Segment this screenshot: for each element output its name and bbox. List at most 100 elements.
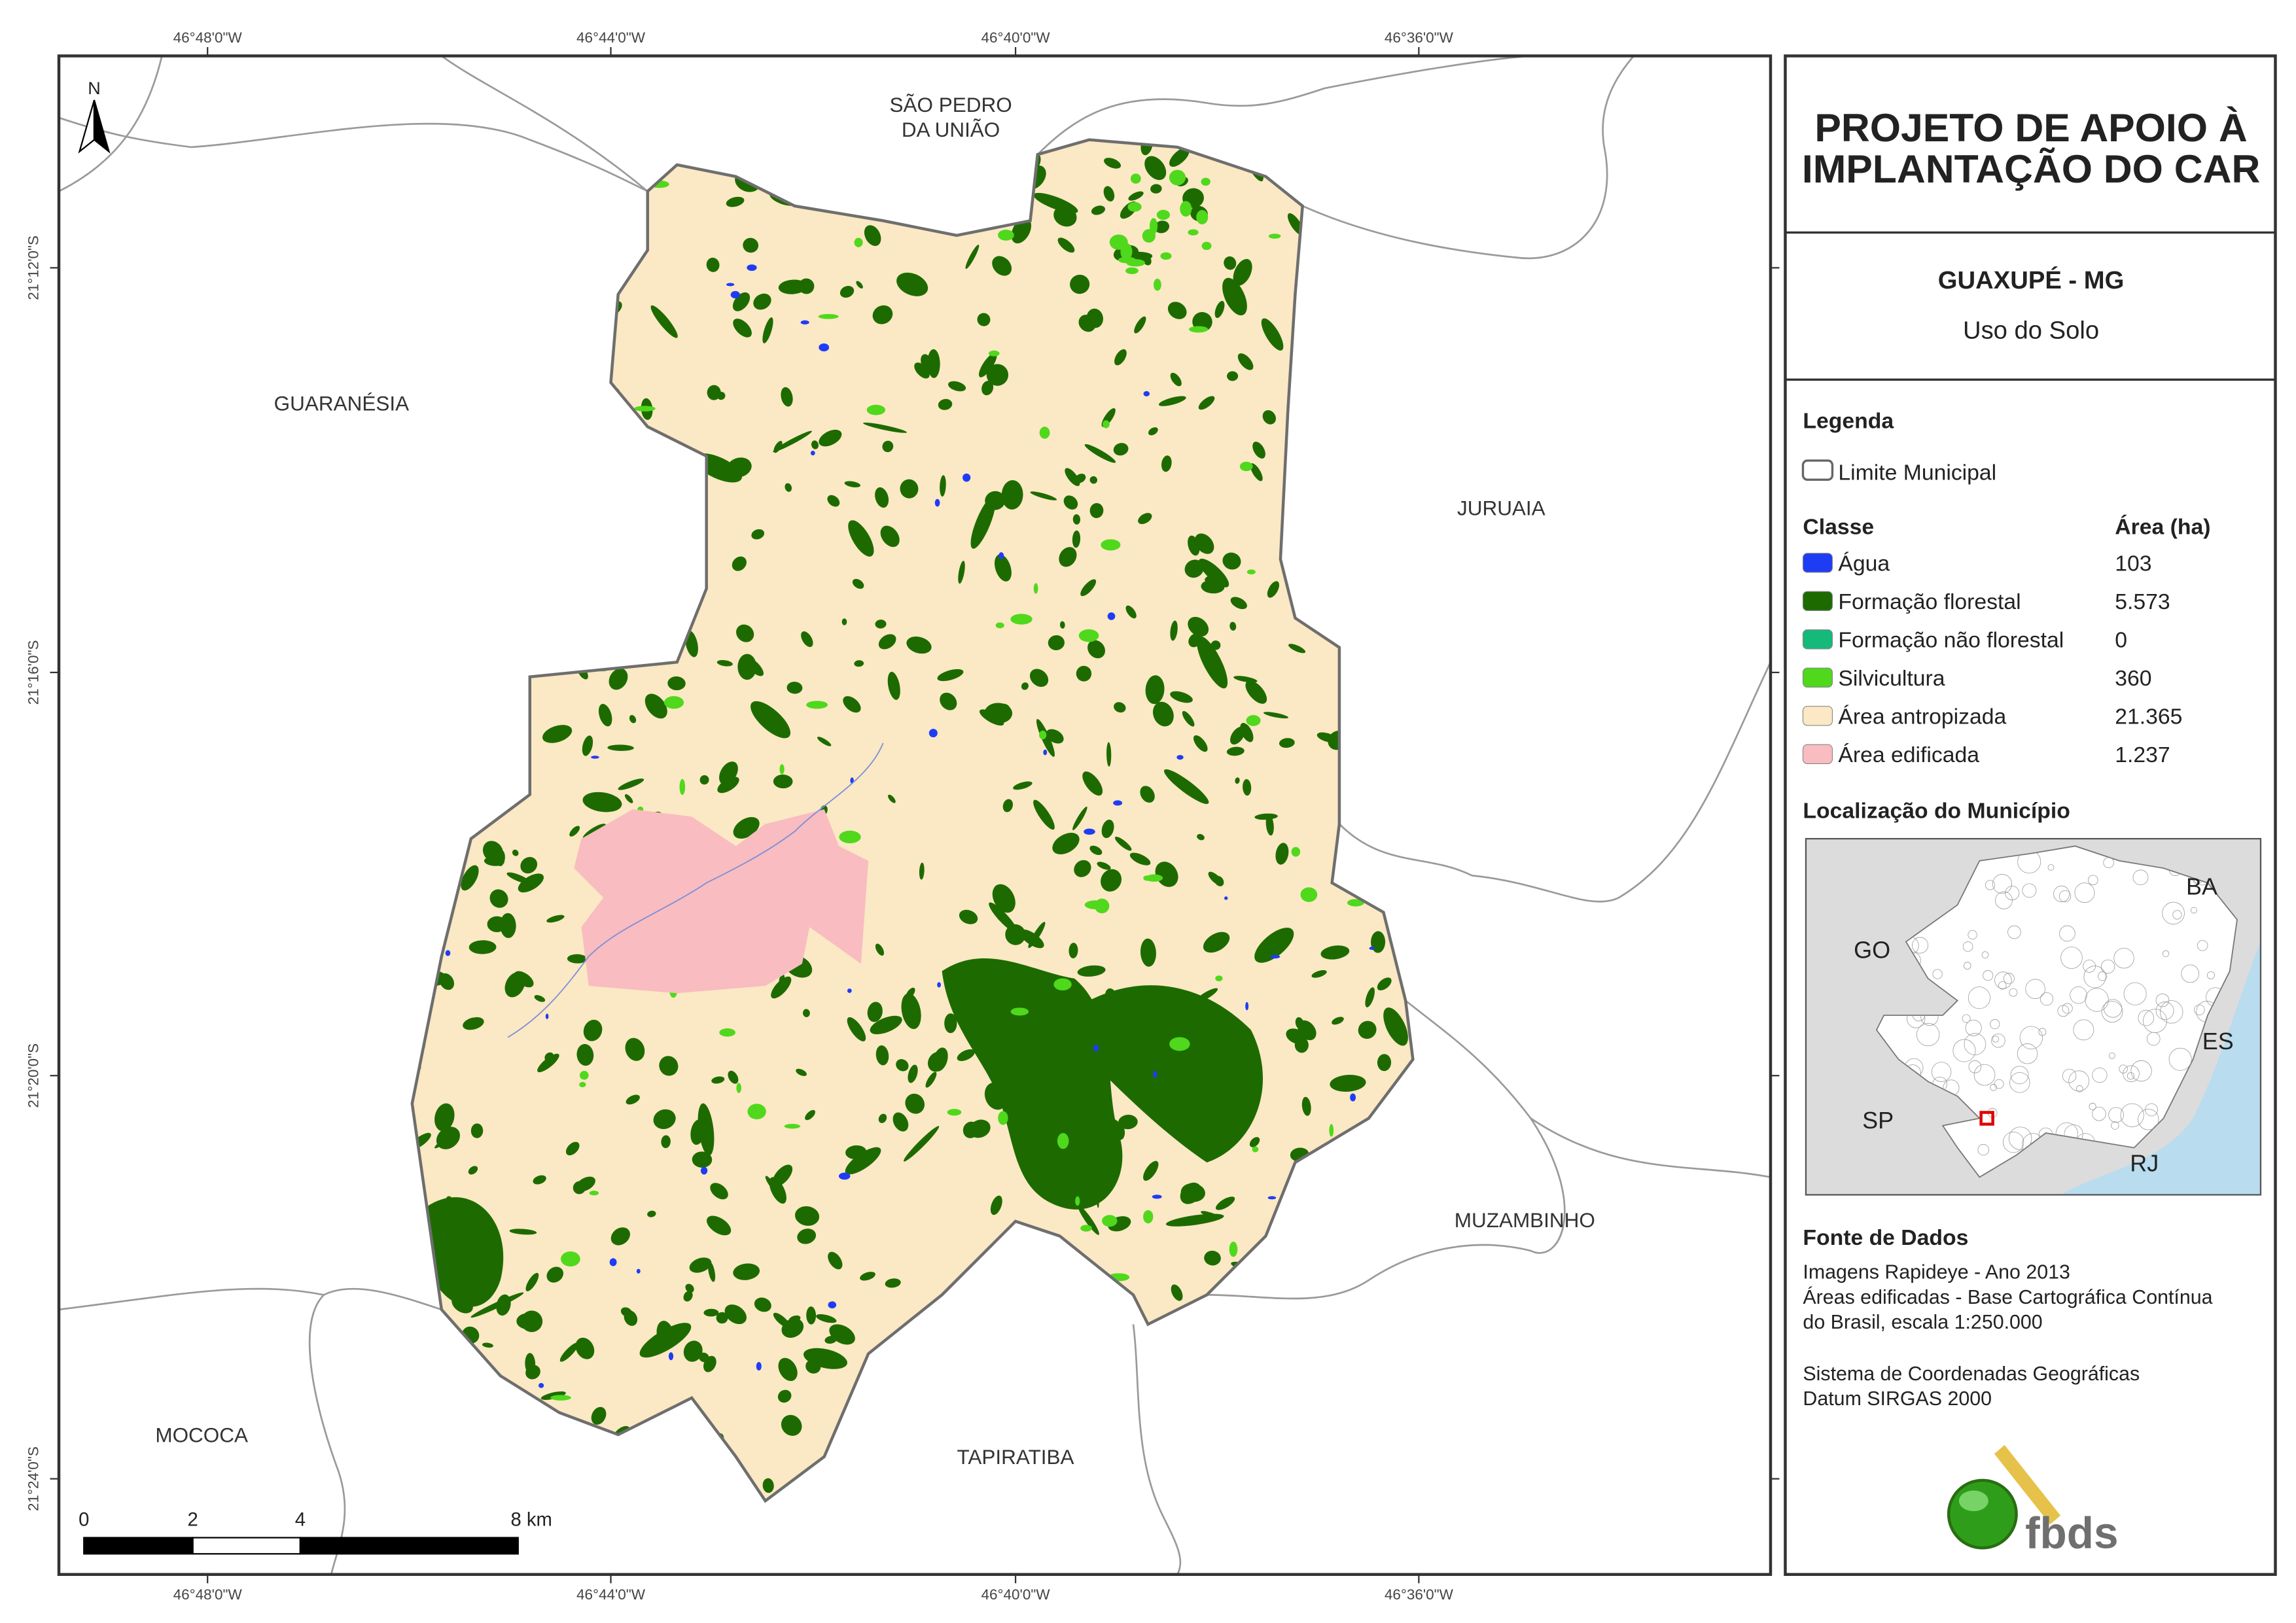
forest-patch	[896, 1059, 909, 1072]
forest-patch	[992, 256, 1012, 276]
forest-patch	[989, 902, 1018, 934]
forest-patch	[1033, 799, 1055, 830]
silviculture-patch	[1125, 267, 1139, 275]
mesh-cell	[2190, 907, 2197, 914]
forest-patch	[1104, 988, 1118, 1008]
forest-patch	[1080, 1172, 1103, 1194]
forest-patch	[569, 826, 580, 837]
location-inset: GO BA ES SP RJ	[1805, 839, 2261, 1195]
forest-patch	[985, 491, 1006, 510]
forest-patch	[698, 1103, 715, 1156]
urban-area	[574, 809, 869, 994]
forest-patch	[591, 1406, 607, 1425]
water-patch	[609, 1258, 617, 1266]
forest-patch	[785, 483, 792, 492]
forest-patch	[1076, 665, 1092, 682]
forest-patch	[1170, 372, 1182, 387]
silviculture-patch	[806, 701, 828, 709]
forest-patch	[710, 1183, 728, 1200]
scale-segment	[192, 1537, 302, 1555]
forest-patch	[848, 520, 874, 557]
water-patch	[828, 1301, 837, 1309]
forest-patch	[521, 1310, 543, 1333]
forest-patch	[959, 909, 978, 924]
forest-patch	[1180, 1183, 1205, 1202]
forest-patch	[1197, 833, 1205, 841]
boundary-line	[59, 1287, 325, 1311]
mesh-cell	[1992, 874, 2013, 894]
silviculture-patch	[580, 1071, 589, 1080]
forest-patch	[1249, 1137, 1260, 1147]
forest-patch	[706, 257, 720, 272]
forest-patch	[1138, 513, 1152, 525]
forest-patch	[736, 624, 754, 642]
silviculture-patch	[1080, 1225, 1092, 1232]
forest-patch	[841, 618, 847, 625]
forest-patch	[888, 794, 896, 803]
longitude-label: 46°44'0"W	[576, 29, 646, 46]
mesh-cell	[2047, 864, 2055, 871]
scale-segment	[83, 1537, 194, 1555]
mesh-cell	[2022, 883, 2037, 898]
scale-segment	[299, 1537, 519, 1555]
river	[507, 742, 884, 1038]
water-patch	[1084, 828, 1095, 835]
forest-patch	[1091, 205, 1106, 215]
forest-patch	[1383, 1007, 1408, 1046]
forest-patch	[986, 364, 1009, 386]
mesh-cell	[2092, 1106, 2106, 1121]
forest-patch	[1169, 147, 1190, 167]
water-patch	[1093, 1045, 1099, 1052]
longitude-label: 46°36'0"W	[1385, 29, 1454, 46]
mesh-cell	[1985, 880, 1996, 890]
forest-patch	[733, 1263, 760, 1280]
forest-patch	[1114, 702, 1126, 713]
forest-patch	[468, 1166, 478, 1175]
forest-patch	[794, 1206, 820, 1226]
forest-patch	[546, 1266, 564, 1283]
silviculture-patch	[561, 1251, 580, 1266]
mesh-cell	[1994, 971, 2012, 989]
forest-patch	[461, 865, 479, 891]
forest-patch	[1311, 969, 1327, 978]
class-name: Formação florestal	[1838, 589, 2021, 614]
forest-patch	[1262, 410, 1277, 425]
forest-patch	[925, 1072, 937, 1088]
forest-patch	[582, 735, 593, 756]
forest-patch	[829, 1324, 855, 1345]
forest-patch	[751, 701, 791, 739]
forest-patch	[1074, 860, 1091, 877]
forest-patch	[882, 440, 894, 453]
forest-patch	[444, 1206, 453, 1215]
forest-patch	[1230, 597, 1247, 610]
forest-patch	[906, 637, 932, 654]
source-line: Áreas edificadas - Base Cartográfica Con…	[1803, 1287, 2212, 1308]
forest-patch	[887, 671, 900, 700]
silviculture-patch	[1239, 461, 1253, 472]
place-name: MUZAMBINHO	[1455, 1208, 1595, 1232]
state-mg	[1875, 845, 2238, 1178]
forest-patch	[1215, 1196, 1235, 1210]
forest-patch	[1106, 742, 1112, 767]
forest-patch	[583, 1019, 603, 1041]
forest-patch	[762, 1478, 774, 1493]
silviculture-patch	[679, 778, 686, 795]
logo: fbds	[1947, 1444, 2119, 1558]
longitude-label: 46°48'0"W	[173, 29, 243, 46]
mesh-cell	[2127, 1072, 2134, 1080]
mesh-cell	[1995, 891, 2013, 909]
forest-patch	[854, 660, 864, 667]
forest-patch	[1070, 274, 1090, 294]
silviculture-patch	[1189, 326, 1209, 333]
forest-patch	[1263, 712, 1288, 719]
logo-highlight	[1958, 1490, 1988, 1512]
forest-patch	[732, 556, 747, 571]
forest-patch	[847, 1017, 866, 1041]
forest-patch	[726, 196, 745, 207]
forest-patch	[827, 495, 840, 507]
class-swatch	[1802, 667, 1833, 688]
forest-patch	[773, 775, 793, 789]
forest-patch	[448, 1212, 462, 1229]
mesh-cell	[2003, 973, 2015, 985]
